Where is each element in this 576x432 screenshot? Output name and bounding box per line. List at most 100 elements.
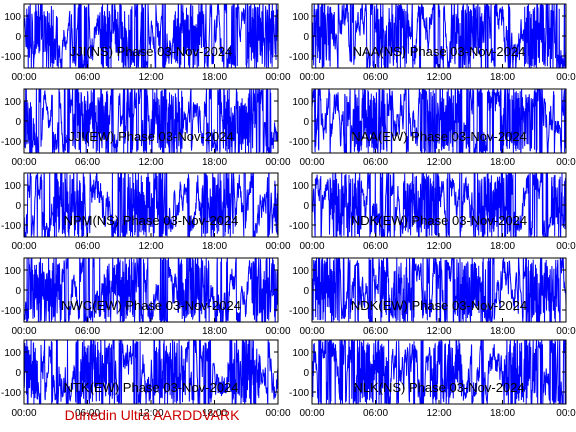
phase-panel: 100 0 -100 00:00 06:00 12:00 18:00 00:0 NLK(NS) … (289, 339, 576, 419)
y-tick-label: 0 (303, 201, 309, 212)
x-tick-label: 12:00 (138, 157, 163, 168)
panel-title: NWC(EW) Phase 03-Nov-2024 (61, 298, 241, 313)
x-tick-label: 12:00 (138, 326, 163, 337)
y-tick-label: 0 (15, 286, 21, 297)
x-tick-label: 00:00 (299, 72, 324, 83)
x-tick-label: 18:00 (490, 408, 515, 419)
x-tick-label: 00:00 (11, 408, 36, 419)
x-tick-label: 00:00 (265, 72, 290, 83)
x-tick-label: 06:00 (75, 326, 100, 337)
panel-title: NDK(EW) Phase 03-Nov-2024 (351, 298, 527, 313)
x-tick-label: 00:00 (11, 72, 36, 83)
phase-trace (24, 340, 278, 404)
phase-panel: 100 0 -100 00:00 06:00 12:00 18:00 00:0 NAA(NS) … (289, 3, 576, 83)
phase-trace (312, 4, 566, 68)
x-tick-label: 00:00 (265, 241, 290, 252)
x-tick-label: 12:00 (138, 408, 163, 419)
y-tick-label: 0 (303, 117, 309, 128)
x-tick-label: 06:00 (363, 241, 388, 252)
phase-trace (312, 89, 566, 153)
y-tick-label: -100 (1, 52, 21, 63)
x-tick-label: 00:00 (299, 408, 324, 419)
x-tick-label: 12:00 (426, 157, 451, 168)
x-tick-label: 06:00 (363, 408, 388, 419)
x-tick-label: 12:00 (138, 72, 163, 83)
panel-title: NDK(EW) Phase 03-Nov-2024 (351, 213, 527, 228)
phase-trace (24, 258, 278, 322)
y-tick-label: -100 (289, 137, 309, 148)
x-tick-label: 18:00 (490, 241, 515, 252)
phase-panel: 100 0 -100 00:00 06:00 12:00 18:00 00:0 NAA(EW) … (289, 88, 576, 168)
x-tick-label: 00:00 (11, 157, 36, 168)
y-tick-label: 100 (292, 348, 309, 359)
panel-title: NTK(EW) Phase 03-Nov-2024 (64, 380, 239, 395)
x-tick-label: 18:00 (202, 157, 227, 168)
y-tick-label: -100 (289, 52, 309, 63)
panel-title: JJI(NS) Phase 03-Nov-2024 (70, 44, 233, 59)
x-tick-label: 12:00 (426, 241, 451, 252)
y-tick-label: -100 (1, 137, 21, 148)
x-tick-label: 18:00 (490, 157, 515, 168)
y-tick-label: -100 (289, 306, 309, 317)
x-tick-label: 06:00 (75, 408, 100, 419)
y-tick-label: 100 (292, 97, 309, 108)
x-tick-label: 18:00 (202, 408, 227, 419)
x-tick-label: 00:00 (299, 157, 324, 168)
y-tick-label: 0 (15, 201, 21, 212)
y-tick-label: -100 (1, 306, 21, 317)
y-tick-label: 100 (292, 181, 309, 192)
panel-title: NAA(EW) Phase 03-Nov-2024 (351, 129, 527, 144)
x-tick-label: 18:00 (202, 326, 227, 337)
x-tick-label: 18:00 (202, 72, 227, 83)
phase-trace (24, 89, 278, 153)
x-tick-label: 00:0 (556, 157, 576, 168)
footer-label: Dunedin Ultra AARDDVARK (65, 407, 240, 423)
y-tick-label: 100 (292, 266, 309, 277)
phase-panel: 100 0 -100 00:00 06:00 12:00 18:00 00:00 NPM(NS)… (1, 172, 291, 252)
y-tick-label: 100 (4, 348, 21, 359)
x-tick-label: 00:00 (299, 241, 324, 252)
x-tick-label: 06:00 (363, 326, 388, 337)
y-tick-label: -100 (289, 388, 309, 399)
phase-trace (312, 258, 566, 322)
y-tick-label: -100 (289, 221, 309, 232)
panel-title: NAA(NS) Phase 03-Nov-2024 (353, 44, 526, 59)
x-tick-label: 00:0 (556, 72, 576, 83)
x-tick-label: 00:0 (556, 408, 576, 419)
x-tick-label: 18:00 (490, 72, 515, 83)
phase-panel: 100 0 -100 00:00 06:00 12:00 18:00 00:0 NDK(EW) … (289, 257, 576, 337)
y-tick-label: 0 (15, 117, 21, 128)
panel-title: NPM(NS) Phase 03-Nov-2024 (64, 213, 239, 228)
phase-trace (24, 4, 278, 68)
x-tick-label: 12:00 (426, 326, 451, 337)
phase-trace (312, 340, 566, 404)
x-tick-label: 00:00 (11, 326, 36, 337)
x-tick-label: 00:00 (265, 326, 290, 337)
x-tick-label: 00:0 (556, 326, 576, 337)
x-tick-label: 00:00 (265, 408, 290, 419)
x-tick-label: 00:00 (265, 157, 290, 168)
x-tick-label: 06:00 (75, 241, 100, 252)
y-tick-label: -100 (1, 221, 21, 232)
phase-trace (312, 173, 566, 237)
x-tick-label: 18:00 (202, 241, 227, 252)
phase-panel: 100 0 -100 00:00 06:00 12:00 18:00 00:00 JJI(NS)… (1, 3, 291, 83)
y-tick-label: 100 (4, 266, 21, 277)
x-tick-label: 06:00 (75, 72, 100, 83)
y-tick-label: 100 (4, 181, 21, 192)
x-tick-label: 00:0 (556, 241, 576, 252)
phase-trace (24, 173, 278, 237)
y-tick-label: 100 (4, 12, 21, 23)
panel-title: JJI(EW) Phase 03-Nov-2024 (68, 129, 233, 144)
y-tick-label: 0 (15, 368, 21, 379)
y-tick-label: 100 (292, 12, 309, 23)
y-tick-label: 0 (303, 368, 309, 379)
x-tick-label: 06:00 (363, 72, 388, 83)
x-tick-label: 06:00 (363, 157, 388, 168)
x-tick-label: 12:00 (426, 408, 451, 419)
x-tick-label: 00:00 (299, 326, 324, 337)
phase-panel: 100 0 -100 00:00 06:00 12:00 18:00 00:00 NWC(EW)… (1, 257, 291, 337)
x-tick-label: 12:00 (138, 241, 163, 252)
